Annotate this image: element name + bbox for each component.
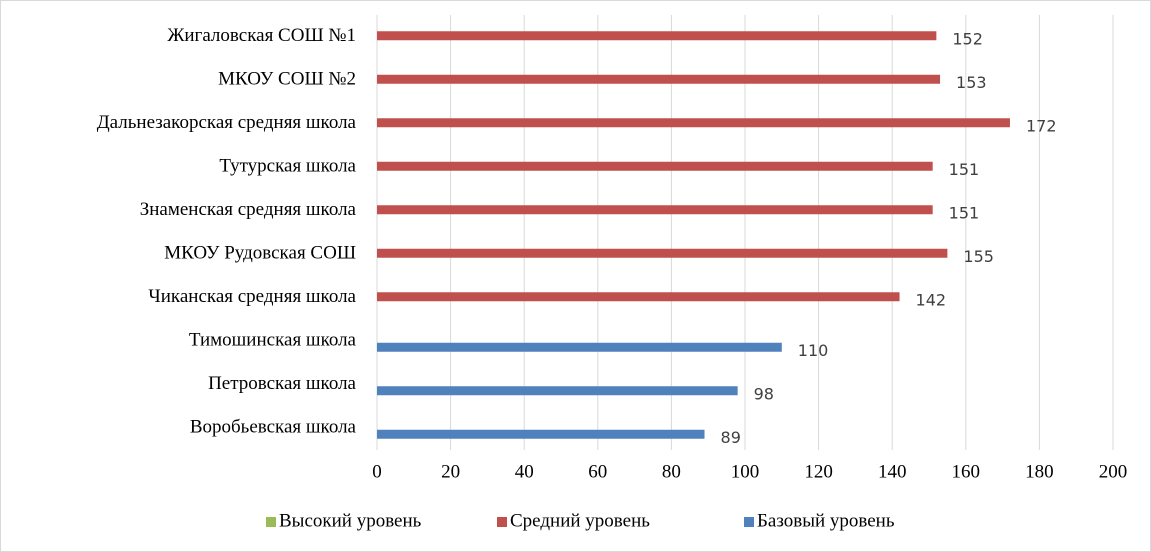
y-tick-label: Тутурская школа	[219, 156, 356, 177]
x-tick-label: 140	[878, 461, 907, 482]
y-tick-label: Дальнезакорская средняя школа	[97, 112, 357, 133]
x-tick-label: 60	[588, 461, 607, 482]
data-label: 152	[952, 29, 983, 48]
bar	[377, 205, 933, 215]
y-tick-label: МКОУ СОШ №2	[218, 69, 356, 90]
bar	[377, 342, 782, 352]
y-tick-label: Чиканская средняя школа	[148, 286, 356, 307]
x-tick-label: 100	[731, 461, 760, 482]
legend-label: Высокий уровень	[279, 510, 422, 531]
x-tick-label: 80	[662, 461, 681, 482]
bar	[377, 292, 900, 302]
x-tick-label: 160	[952, 461, 981, 482]
data-label: 98	[754, 384, 774, 403]
legend-swatch	[266, 517, 276, 527]
x-tick-label: 40	[515, 461, 534, 482]
legend-label: Средний уровень	[510, 510, 650, 531]
x-tick-label: 20	[441, 461, 460, 482]
bar	[377, 429, 705, 439]
bar	[377, 386, 738, 396]
data-label: 151	[949, 160, 980, 179]
legend-label: Базовый уровень	[757, 510, 895, 531]
x-tick-label: 0	[372, 461, 382, 482]
y-tick-label: Воробьевская школа	[190, 417, 357, 438]
bar	[377, 31, 937, 41]
y-tick-label: МКОУ Рудовская СОШ	[164, 243, 356, 264]
data-label: 153	[956, 73, 987, 92]
legend-swatch	[744, 517, 754, 527]
bar	[377, 74, 941, 84]
data-label: 172	[1026, 116, 1057, 135]
x-tick-label: 180	[1025, 461, 1054, 482]
data-label: 89	[721, 428, 741, 447]
y-tick-label: Тимошинская школа	[189, 330, 357, 351]
legend-swatch	[497, 517, 507, 527]
bar	[377, 248, 948, 258]
data-label: 155	[963, 247, 994, 266]
bar	[377, 161, 933, 171]
y-tick-label: Знаменская средняя школа	[140, 199, 357, 220]
data-label: 151	[949, 203, 980, 222]
x-tick-label: 120	[804, 461, 833, 482]
bar	[377, 118, 1010, 128]
data-label: 110	[798, 341, 829, 360]
x-tick-label: 200	[1099, 461, 1128, 482]
data-label: 142	[916, 290, 947, 309]
y-tick-label: Петровская школа	[208, 373, 356, 394]
y-tick-label: Жигаловская СОШ №1	[167, 25, 356, 46]
